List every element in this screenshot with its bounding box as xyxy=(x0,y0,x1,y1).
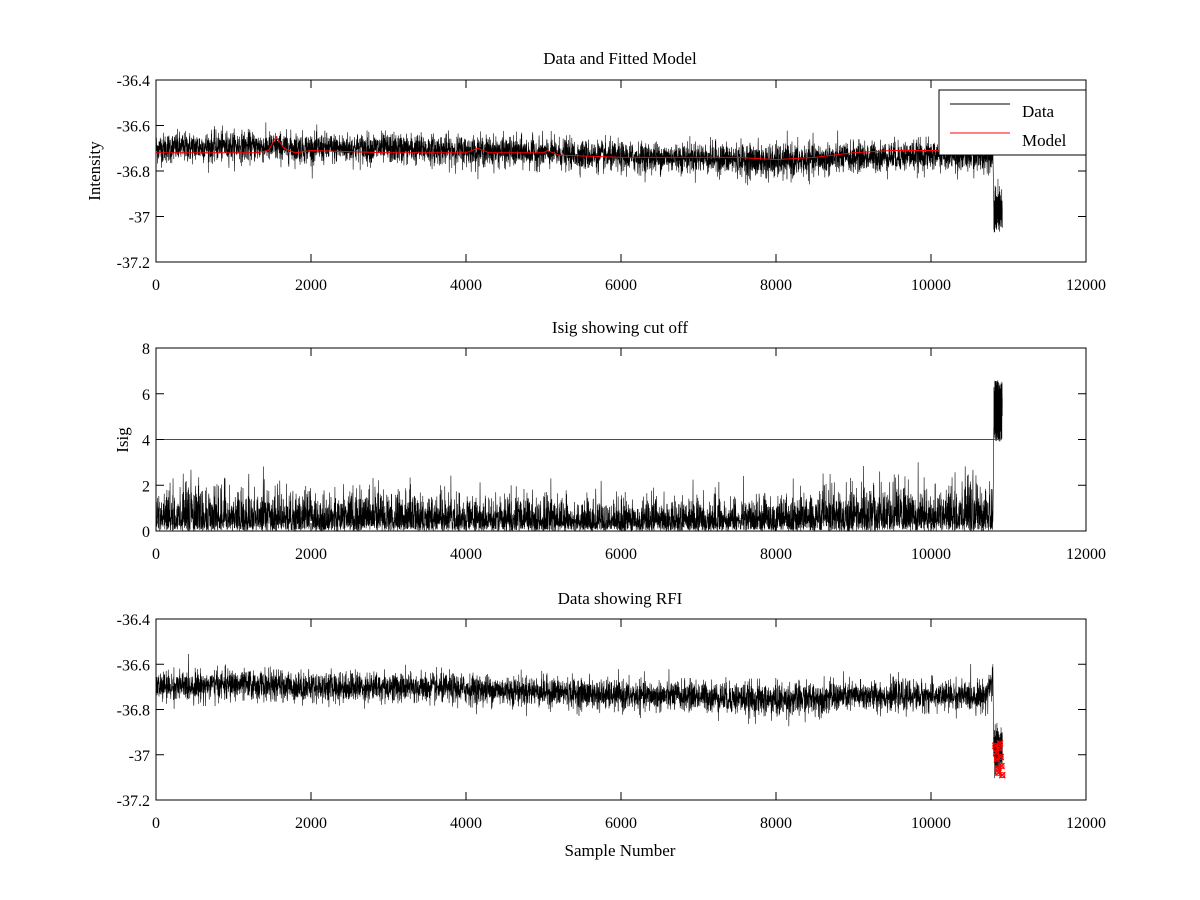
y-tick-label: -36.4 xyxy=(117,612,150,629)
axes: 0 2000 4000 6000 8000 10000 12000 -36.4 -36.6 -36… xyxy=(117,612,1106,832)
y-axis-label: Isig xyxy=(113,427,132,453)
x-tick-label: 4000 xyxy=(450,546,482,563)
chart-title: Data showing RFI xyxy=(558,589,683,608)
y-tick-label: 2 xyxy=(142,478,150,495)
legend-box xyxy=(938,89,1087,156)
x-tick-label: 6000 xyxy=(605,277,637,294)
x-tick-label: 8000 xyxy=(760,277,792,294)
series-isig-line xyxy=(155,380,1003,532)
x-axis-label: Sample Number xyxy=(565,841,676,860)
y-tick-label: 0 xyxy=(142,524,150,541)
y-tick-label: 6 xyxy=(142,387,150,404)
x-tick-label: 4000 xyxy=(450,277,482,294)
x-tick-label: 10000 xyxy=(911,277,951,294)
x-tick-label: 2000 xyxy=(295,546,327,563)
y-tick-label: -36.4 xyxy=(117,73,150,90)
axes: 0 2000 4000 6000 8000 10000 12000 -36.4 -36.6 -36… xyxy=(117,73,1106,294)
x-tick-label: 6000 xyxy=(605,546,637,563)
x-tick-label: 8000 xyxy=(760,546,792,563)
y-axis-label: Intensity xyxy=(85,141,104,201)
plot-area xyxy=(155,348,1086,532)
y-tick-label: -36.8 xyxy=(117,703,150,720)
series-data-line xyxy=(155,653,1003,779)
series-rfi-marker xyxy=(995,744,1003,752)
chart-title: Isig showing cut off xyxy=(552,318,688,337)
y-tick-label: -37.2 xyxy=(117,255,150,272)
axes: 0 2000 4000 6000 8000 10000 12000 0 2 4 6 8 xyxy=(142,341,1106,563)
y-tick-label: -37 xyxy=(129,748,150,765)
x-tick-label: 2000 xyxy=(295,277,327,294)
x-tick-label: 4000 xyxy=(450,815,482,832)
x-tick-label: 2000 xyxy=(295,815,327,832)
legend-label-data: Data xyxy=(1022,102,1055,121)
legend-label-model: Model xyxy=(1022,131,1067,150)
y-tick-label: -36.6 xyxy=(117,657,150,674)
x-tick-label: 12000 xyxy=(1066,277,1106,294)
plot-area xyxy=(155,619,1086,800)
x-tick-label: 6000 xyxy=(605,815,637,832)
series-rfi-marker xyxy=(997,753,1005,761)
x-tick-label: 0 xyxy=(152,815,160,832)
x-tick-label: 0 xyxy=(152,546,160,563)
y-tick-label: 4 xyxy=(142,433,150,450)
plot-background xyxy=(156,619,1086,800)
x-tick-label: 10000 xyxy=(911,546,951,563)
x-tick-label: 8000 xyxy=(760,815,792,832)
series-rfi-marker xyxy=(994,764,1002,772)
y-tick-label: -37.2 xyxy=(117,793,150,810)
legend: Data Model xyxy=(938,89,1087,156)
panel-data-and-fitted-model: Data and Fitted Model Intensity 0 2000 400… xyxy=(85,49,1106,294)
x-tick-label: 0 xyxy=(152,277,160,294)
x-tick-label: 12000 xyxy=(1066,815,1106,832)
y-tick-label: -36.8 xyxy=(117,164,150,181)
series-rfi-marker xyxy=(998,771,1006,779)
chart-title: Data and Fitted Model xyxy=(543,49,697,68)
y-tick-label: 8 xyxy=(142,341,150,358)
panel-data-showing-rfi: Data showing RFI Sample Number 0 2000 4000… xyxy=(117,589,1106,860)
panel-isig-showing-cut-off: Isig showing cut off Isig 0 2000 4000 6000 8… xyxy=(113,318,1106,563)
x-tick-label: 12000 xyxy=(1066,546,1106,563)
series-model-line xyxy=(156,135,993,161)
y-tick-label: -36.6 xyxy=(117,119,150,136)
x-tick-label: 10000 xyxy=(911,815,951,832)
plot-area xyxy=(155,80,1086,262)
y-tick-label: -37 xyxy=(129,210,150,227)
